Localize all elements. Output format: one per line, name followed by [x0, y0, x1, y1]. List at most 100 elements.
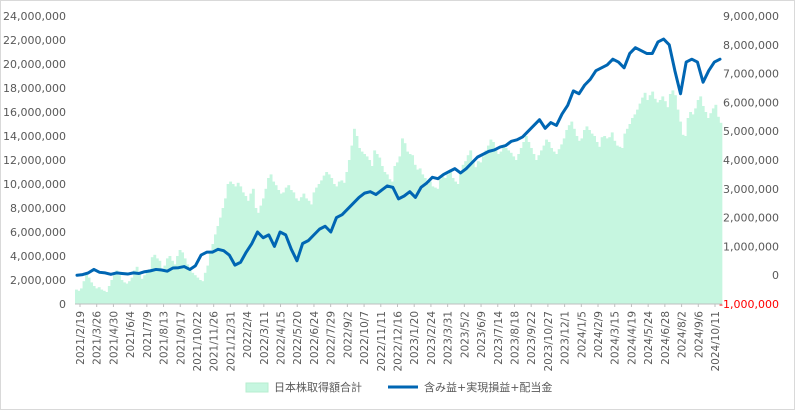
y-right-tick-label: 1,000,000 [723, 240, 779, 253]
bar [466, 155, 470, 304]
bar [193, 275, 197, 304]
bar [716, 116, 720, 304]
y-axis-right: -1,000,000 0 1,000,000 2,000,000 3,000,000 4,… [719, 10, 779, 311]
bar [138, 274, 142, 304]
bar [608, 137, 612, 304]
bar [355, 136, 359, 304]
bar [575, 136, 579, 304]
bar [165, 258, 169, 304]
bar [636, 109, 639, 304]
bar [428, 181, 432, 304]
bar [168, 256, 172, 304]
x-tick-label: 2021/2/19 [75, 311, 87, 365]
bar [102, 290, 106, 304]
bar [125, 283, 129, 304]
y-right-tick-label: 6,000,000 [723, 96, 779, 109]
bar [385, 174, 389, 304]
bar [390, 181, 394, 304]
bar [133, 270, 137, 304]
y-left-tick-label: 10,000,000 [3, 178, 66, 191]
bar [593, 136, 596, 304]
bar [476, 161, 480, 304]
bar [284, 187, 288, 304]
bar [292, 192, 296, 304]
bar [373, 150, 377, 304]
bar [446, 174, 450, 304]
bar [360, 151, 364, 304]
bar [307, 200, 311, 304]
bar [631, 118, 634, 304]
bar [347, 160, 351, 304]
bar [219, 217, 222, 304]
bar [557, 149, 561, 304]
bar [211, 244, 215, 304]
bar [534, 160, 538, 304]
x-tick-label: 2021/10/22 [192, 311, 204, 372]
bar [474, 167, 478, 304]
x-tick-label: 2024/8/2 [677, 311, 689, 358]
x-tick-label: 2023/8/18 [509, 311, 521, 365]
bar [259, 205, 263, 304]
bar [481, 156, 485, 304]
bar [676, 109, 680, 304]
y-right-tick-label: 7,000,000 [723, 68, 779, 81]
bar [401, 138, 404, 304]
bar [236, 182, 240, 304]
bar [75, 289, 78, 304]
bar [628, 124, 632, 304]
y-left-tick-label: 0 [59, 298, 66, 311]
bar [620, 148, 624, 304]
y-right-tick-label: 4,000,000 [723, 154, 779, 167]
bar [393, 166, 397, 304]
x-tick-label: 2021/9/17 [175, 311, 187, 365]
y-left-tick-label: 24,000,000 [3, 10, 66, 23]
bar [646, 100, 650, 304]
y-left-tick-label: 14,000,000 [3, 130, 66, 143]
bar [714, 104, 718, 304]
bar [618, 146, 622, 304]
bar [537, 155, 541, 304]
bar [153, 254, 157, 304]
y-left-tick-label: 2,000,000 [10, 274, 66, 287]
bar [704, 112, 708, 304]
legend-label-bar: 日本株取得額合計 [274, 380, 362, 394]
bar [378, 157, 382, 304]
bar [497, 154, 500, 304]
bar [368, 160, 372, 304]
bar [421, 174, 425, 304]
bar [123, 282, 126, 304]
bar [188, 270, 192, 304]
bar [577, 140, 581, 304]
bar [406, 151, 409, 304]
bar [701, 106, 705, 304]
bar [85, 274, 88, 304]
bar [176, 256, 179, 304]
bar [567, 125, 571, 304]
bar [350, 145, 354, 304]
x-tick-label: 2022/3/11 [259, 311, 271, 365]
bar [494, 148, 498, 304]
bar [552, 151, 556, 304]
bar [522, 142, 526, 304]
legend-label-line: 含み益+実現損益+配当金 [424, 380, 552, 394]
bar [681, 134, 685, 304]
bar [340, 180, 344, 304]
x-tick-label: 2023/5/2 [459, 311, 471, 358]
bar [150, 257, 154, 304]
bar [315, 187, 318, 304]
bar [234, 186, 238, 304]
bar [277, 190, 281, 304]
bar [97, 287, 101, 304]
y-right-tick-label: -1,000,000 [719, 298, 779, 311]
x-tick-label: 2021/3/26 [92, 311, 104, 365]
bar [128, 281, 131, 304]
bar-series [75, 90, 723, 305]
x-tick-label: 2022/4/15 [276, 311, 288, 365]
bar [661, 96, 665, 305]
bar [492, 142, 495, 304]
bar [181, 252, 185, 304]
bar [294, 198, 298, 304]
x-tick-label: 2024/1/5 [576, 311, 588, 358]
bar [443, 178, 447, 304]
y-right-tick-label: 5,000,000 [723, 125, 779, 138]
